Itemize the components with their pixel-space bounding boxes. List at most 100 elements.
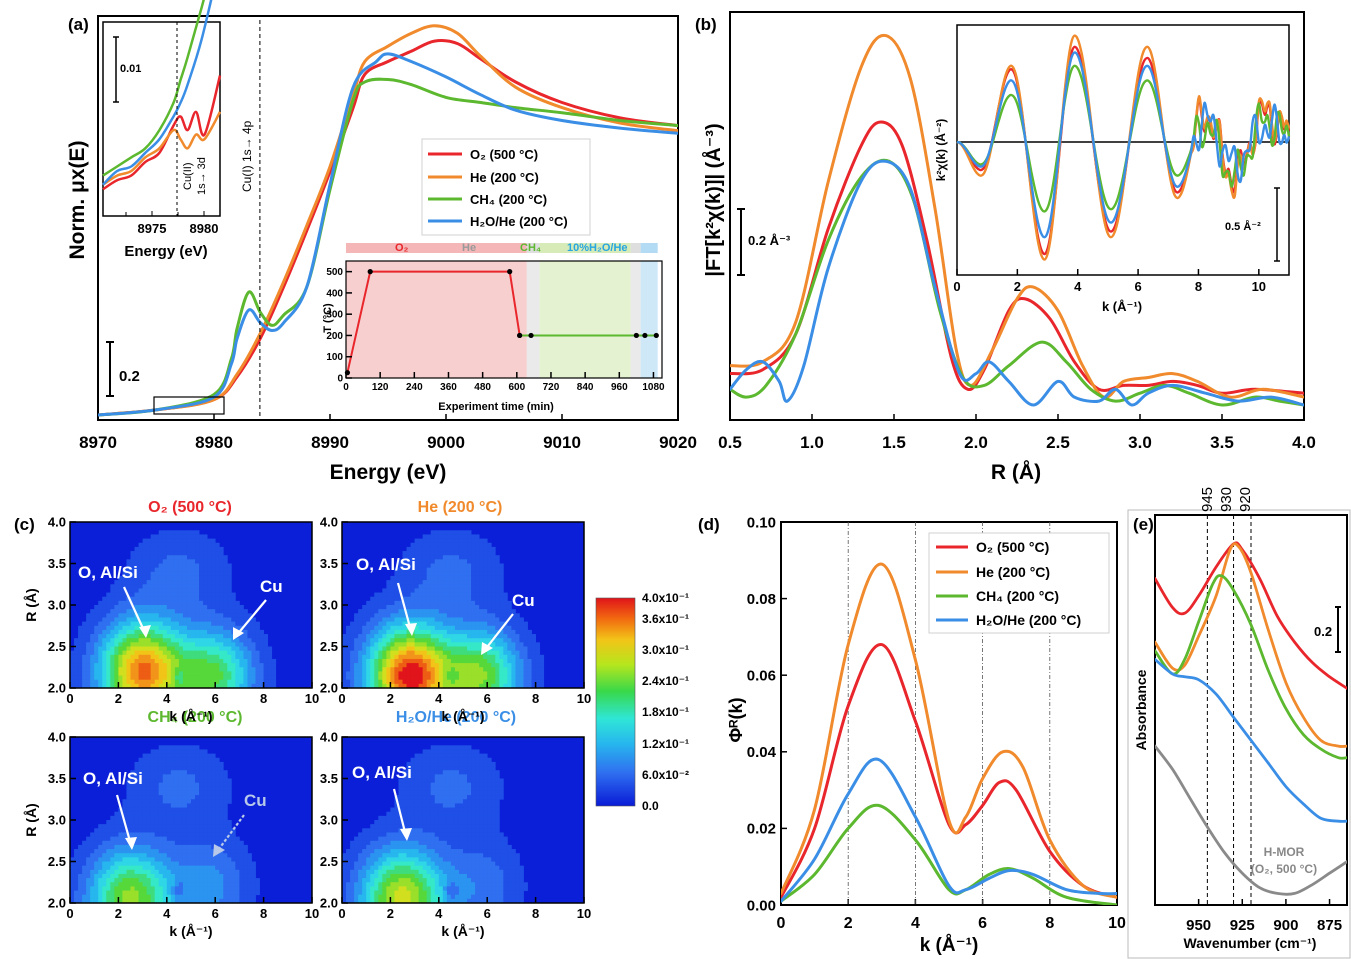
wt-cell bbox=[90, 886, 95, 891]
wt-cell bbox=[402, 844, 407, 850]
wt-cell bbox=[442, 790, 448, 796]
wt-cell bbox=[70, 865, 75, 871]
wt-cell bbox=[442, 629, 448, 635]
wt-cell bbox=[219, 671, 224, 676]
wt-cell bbox=[195, 667, 200, 672]
wt-cell bbox=[422, 588, 428, 593]
wt-cell bbox=[467, 625, 472, 631]
wt-cell bbox=[527, 646, 532, 652]
wt-cell bbox=[414, 634, 420, 639]
wt-cell bbox=[446, 600, 452, 606]
wt-cell bbox=[106, 861, 111, 867]
wt-cell bbox=[239, 898, 244, 904]
wt-cell bbox=[406, 634, 411, 639]
wt-cell bbox=[410, 886, 415, 891]
wt-cell bbox=[418, 766, 424, 771]
wt-cell bbox=[370, 832, 375, 837]
wt-cell bbox=[495, 671, 500, 676]
wt-cell bbox=[402, 882, 407, 887]
wt-cell bbox=[414, 799, 420, 804]
wt-cell bbox=[182, 807, 188, 813]
wt-cell bbox=[134, 605, 139, 610]
wt-cell bbox=[227, 671, 232, 676]
wt-cell bbox=[178, 617, 184, 622]
wt-cell bbox=[186, 671, 192, 676]
wt-cell bbox=[150, 882, 156, 887]
wt-cell bbox=[142, 882, 148, 887]
wt-cell bbox=[182, 828, 188, 833]
wt-cell bbox=[342, 886, 347, 891]
wt-cell bbox=[231, 861, 236, 867]
panel-a-legend: O₂ (500 °C) He (200 °C) CH₄ (200 °C) H₂O… bbox=[421, 138, 591, 236]
wt-cell bbox=[239, 878, 244, 883]
wt-cell bbox=[434, 894, 440, 900]
wt-cell bbox=[378, 878, 383, 883]
wt-cell bbox=[463, 551, 468, 556]
wt-cell bbox=[191, 605, 196, 610]
wt-cell bbox=[94, 613, 99, 618]
wt-cell bbox=[207, 600, 212, 606]
wt-cell bbox=[418, 555, 424, 560]
wt-cell bbox=[378, 621, 383, 627]
wt-cell bbox=[170, 600, 176, 606]
wt-cell bbox=[434, 613, 440, 618]
wt-cell bbox=[354, 898, 359, 904]
wt-cell bbox=[162, 625, 168, 631]
wt-cell bbox=[122, 567, 127, 573]
phase-strip-1 bbox=[526, 243, 540, 253]
wt-cell bbox=[426, 667, 432, 672]
wt-cell bbox=[158, 840, 164, 846]
wt-cell bbox=[487, 588, 492, 593]
wt-cell bbox=[251, 898, 256, 904]
wt-cell bbox=[102, 840, 107, 846]
wt-cell bbox=[259, 654, 264, 660]
wt-cell bbox=[394, 642, 399, 647]
wt-cell bbox=[378, 625, 383, 631]
wt-cell bbox=[90, 869, 95, 875]
wt-cell bbox=[378, 836, 383, 842]
wt-cell bbox=[182, 675, 188, 681]
wt-cell bbox=[203, 861, 208, 867]
wt-cell bbox=[503, 592, 508, 598]
wt-cell bbox=[442, 567, 448, 573]
wt-cell bbox=[410, 667, 415, 672]
wt-cell bbox=[86, 894, 91, 900]
wt-cell bbox=[414, 571, 420, 577]
legend-a-ch4: CH₄ (200 °C) bbox=[470, 192, 547, 207]
wt-cell bbox=[90, 642, 95, 647]
preedge-xtick-8980: 8980 bbox=[190, 221, 219, 236]
wt-cell bbox=[535, 667, 541, 672]
wt-cell bbox=[378, 650, 383, 656]
wt-cell bbox=[426, 894, 432, 900]
wt-cell bbox=[195, 790, 200, 796]
wt-cell bbox=[195, 761, 200, 767]
wt-cell bbox=[162, 865, 168, 871]
wt-cell bbox=[130, 634, 135, 639]
wt-cell bbox=[178, 625, 184, 631]
wt-cell bbox=[114, 600, 119, 606]
wt-cell bbox=[86, 675, 91, 681]
wt-cell bbox=[442, 865, 448, 871]
wt-cell bbox=[195, 824, 200, 829]
panel-b-xlabel: R (Å) bbox=[991, 460, 1041, 484]
wt-cell bbox=[390, 869, 395, 875]
wt-cell bbox=[211, 671, 216, 676]
wt-cell bbox=[199, 749, 204, 754]
wt-cell bbox=[495, 646, 500, 652]
c-y-tick-label: 3.0 bbox=[320, 598, 338, 613]
wt-cell bbox=[90, 890, 95, 896]
wt-cell bbox=[227, 873, 232, 879]
wt-cell bbox=[154, 609, 160, 614]
wt-cell bbox=[122, 629, 127, 635]
wt-cell bbox=[78, 886, 83, 891]
wt-cell bbox=[471, 646, 476, 652]
wt-cell bbox=[446, 629, 452, 635]
wt-cell bbox=[499, 667, 504, 672]
wt-cell bbox=[182, 625, 188, 631]
wt-cell bbox=[150, 592, 156, 598]
wt-cell bbox=[170, 873, 176, 879]
wt-cell bbox=[438, 828, 444, 833]
wt-cell bbox=[374, 642, 379, 647]
wt-cell bbox=[446, 625, 452, 631]
wt-cell bbox=[410, 617, 415, 622]
